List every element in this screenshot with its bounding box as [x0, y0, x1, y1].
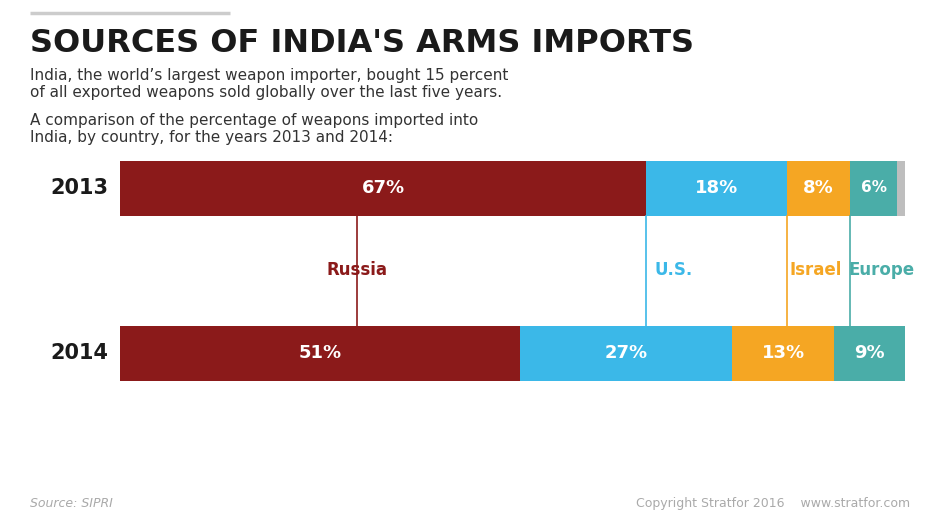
- Bar: [835, 325, 905, 381]
- Text: 8%: 8%: [804, 179, 834, 197]
- Text: 2013: 2013: [50, 178, 108, 198]
- Text: 67%: 67%: [361, 179, 404, 197]
- Text: India, by country, for the years 2013 and 2014:: India, by country, for the years 2013 an…: [30, 130, 393, 145]
- Text: Source: SIPRI: Source: SIPRI: [30, 497, 113, 510]
- Bar: [646, 161, 788, 215]
- Text: SOURCES OF INDIA'S ARMS IMPORTS: SOURCES OF INDIA'S ARMS IMPORTS: [30, 28, 694, 59]
- Text: of all exported weapons sold globally over the last five years.: of all exported weapons sold globally ov…: [30, 85, 502, 100]
- Text: 2014: 2014: [50, 343, 108, 363]
- Text: 9%: 9%: [854, 344, 885, 362]
- Text: 51%: 51%: [299, 344, 342, 362]
- Text: A comparison of the percentage of weapons imported into: A comparison of the percentage of weapon…: [30, 113, 478, 128]
- Text: 27%: 27%: [604, 344, 648, 362]
- Bar: [120, 325, 521, 381]
- Bar: [788, 161, 850, 215]
- Text: 6%: 6%: [861, 181, 886, 195]
- Text: Israel: Israel: [789, 261, 841, 279]
- Bar: [850, 161, 897, 215]
- Text: U.S.: U.S.: [655, 261, 693, 279]
- Text: 13%: 13%: [761, 344, 805, 362]
- Bar: [521, 325, 732, 381]
- Text: India, the world’s largest weapon importer, bought 15 percent: India, the world’s largest weapon import…: [30, 68, 509, 83]
- Bar: [897, 161, 905, 215]
- Text: Russia: Russia: [326, 261, 387, 279]
- Text: 18%: 18%: [695, 179, 738, 197]
- Text: Europe: Europe: [849, 261, 916, 279]
- Bar: [120, 161, 646, 215]
- Text: Copyright Stratfor 2016    www.stratfor.com: Copyright Stratfor 2016 www.stratfor.com: [635, 497, 910, 510]
- Bar: [732, 325, 835, 381]
